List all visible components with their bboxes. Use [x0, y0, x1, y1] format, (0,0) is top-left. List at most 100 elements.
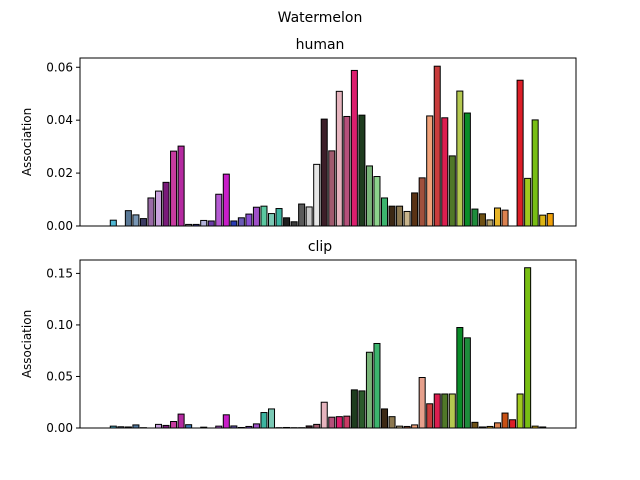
- bar: [335, 90, 343, 227]
- bar: [313, 163, 321, 227]
- bar: [448, 155, 456, 227]
- bar: [252, 423, 260, 429]
- bar: [433, 65, 441, 227]
- bar: [524, 177, 532, 227]
- bar: [290, 221, 298, 227]
- bar: [245, 213, 253, 227]
- bar: [260, 205, 268, 227]
- bar: [501, 412, 509, 429]
- bar: [358, 114, 366, 227]
- y-tick-label: 0.10: [46, 318, 73, 332]
- bar: [335, 416, 343, 429]
- bar: [350, 389, 358, 429]
- bar: [170, 421, 178, 429]
- bar: [350, 69, 358, 227]
- bar: [493, 207, 502, 227]
- bar: [260, 412, 268, 429]
- bar: [162, 181, 170, 227]
- bar: [418, 377, 426, 429]
- y-axis-label: Association: [20, 108, 34, 176]
- y-tick-label: 0.04: [46, 113, 73, 127]
- bar: [426, 115, 434, 227]
- bar: [230, 220, 238, 227]
- bar: [207, 220, 215, 227]
- bar: [509, 419, 517, 429]
- bar: [433, 393, 441, 429]
- bar: [298, 203, 306, 227]
- y-axis-ticks: 0.00 0.02 0.04 0.06: [46, 60, 80, 233]
- bar: [267, 408, 276, 429]
- bar: [124, 210, 132, 227]
- bar: [328, 150, 336, 227]
- subplot-human: human 0.00 0.02 0.04 0.06 Association: [20, 37, 577, 233]
- bar: [373, 176, 381, 227]
- bar: [365, 351, 373, 429]
- bar: [418, 177, 426, 227]
- y-axis-label: Association: [20, 310, 34, 378]
- bar: [109, 219, 117, 227]
- bar: [358, 390, 366, 429]
- bar: [267, 213, 276, 227]
- bar: [237, 217, 245, 227]
- bar: [388, 205, 396, 227]
- bar: [328, 416, 336, 429]
- bar: [154, 190, 163, 227]
- bar: [177, 145, 185, 227]
- y-tick-label: 0.00: [46, 421, 73, 435]
- bar: [486, 219, 494, 227]
- bar: [463, 112, 471, 227]
- bar: [380, 408, 389, 429]
- y-tick-label: 0.06: [46, 60, 73, 74]
- bar: [471, 208, 479, 227]
- bar: [222, 414, 230, 429]
- bar: [215, 193, 223, 227]
- bar: [373, 342, 381, 429]
- subplot-title: human: [296, 37, 345, 53]
- y-tick-label: 0.02: [46, 166, 73, 180]
- bar: [426, 403, 434, 429]
- figure-title: Watermelon: [278, 10, 363, 26]
- plot-frame: [79, 57, 577, 227]
- y-tick-label: 0.00: [46, 219, 73, 233]
- bar: [320, 118, 328, 227]
- y-axis-ticks: 0.00 0.05 0.10 0.15: [46, 266, 80, 435]
- bar: [170, 150, 178, 227]
- bar: [200, 219, 208, 227]
- bar: [471, 421, 479, 429]
- bar: [501, 209, 509, 227]
- bar: [441, 393, 449, 429]
- bar: [516, 79, 524, 227]
- subplot-clip: clip 0.00 0.05 0.10 0.15 Association: [20, 239, 577, 435]
- bar: [320, 401, 328, 429]
- bar: [380, 197, 389, 227]
- bar-group: [109, 65, 554, 227]
- bar: [403, 210, 411, 227]
- bar: [365, 165, 373, 227]
- bar: [132, 214, 140, 227]
- bar: [388, 416, 396, 429]
- bar: [252, 206, 260, 227]
- bar: [222, 173, 230, 227]
- bar: [493, 422, 502, 429]
- bar: [154, 423, 163, 429]
- bar: [478, 213, 486, 227]
- bar: [463, 337, 471, 429]
- bar: [147, 197, 155, 227]
- bar: [524, 267, 532, 429]
- bar: [456, 90, 464, 227]
- bar: [546, 213, 554, 227]
- bar: [139, 218, 147, 227]
- bar: [441, 117, 449, 227]
- subplot-title: clip: [308, 239, 332, 255]
- bar: [456, 327, 464, 429]
- bar: [448, 393, 456, 429]
- bar: [411, 192, 419, 227]
- plot-frame: [79, 259, 577, 429]
- bar: [283, 217, 291, 227]
- bar: [396, 205, 404, 227]
- bar: [531, 119, 539, 227]
- bar: [343, 115, 351, 227]
- bar: [516, 393, 524, 429]
- bar: [539, 214, 547, 227]
